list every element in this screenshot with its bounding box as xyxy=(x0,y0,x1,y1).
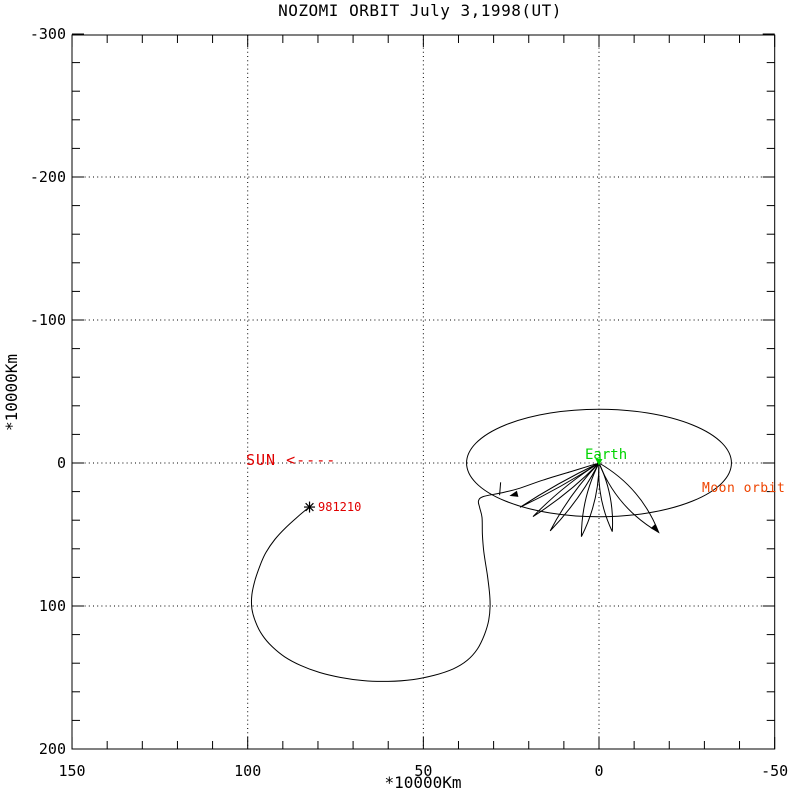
y-tick-label: 0 xyxy=(57,454,66,472)
x-axis-label: *10000Km xyxy=(384,773,462,792)
x-tick-label: 50 xyxy=(414,762,432,780)
earth-label: Earth xyxy=(585,447,628,463)
y-tick-label: 100 xyxy=(39,597,66,615)
y-tick-label: -200 xyxy=(30,168,66,186)
phasing-loop xyxy=(532,462,600,518)
phasing-loop xyxy=(549,462,600,532)
x-tick-label: -50 xyxy=(761,762,788,780)
direction-arrowhead xyxy=(509,490,519,497)
x-tick-label: 0 xyxy=(594,762,603,780)
direction-arrowhead xyxy=(650,523,659,533)
y-tick-label: -100 xyxy=(30,311,66,329)
moon-orbit-label: Moon orbit xyxy=(702,481,786,496)
phasing-loop xyxy=(519,462,600,508)
earth-marker xyxy=(595,459,603,466)
trajectory-path xyxy=(250,463,597,682)
y-tick-label: -300 xyxy=(30,25,66,43)
y-tick-label: 200 xyxy=(39,740,66,758)
chart-title: NOZOMI ORBIT July 3,1998(UT) xyxy=(278,1,562,20)
trajectory-end-date-label: 981210 xyxy=(318,500,362,514)
trajectory-spike xyxy=(499,482,502,496)
phasing-loop xyxy=(598,462,614,532)
asterisk-marker xyxy=(305,502,314,512)
sun-direction-label: SUN <---- xyxy=(246,451,337,469)
x-tick-label: 100 xyxy=(234,762,261,780)
moon-orbit-ellipse xyxy=(466,408,732,518)
x-tick-label: 150 xyxy=(59,762,86,780)
phasing-loop xyxy=(580,462,600,537)
